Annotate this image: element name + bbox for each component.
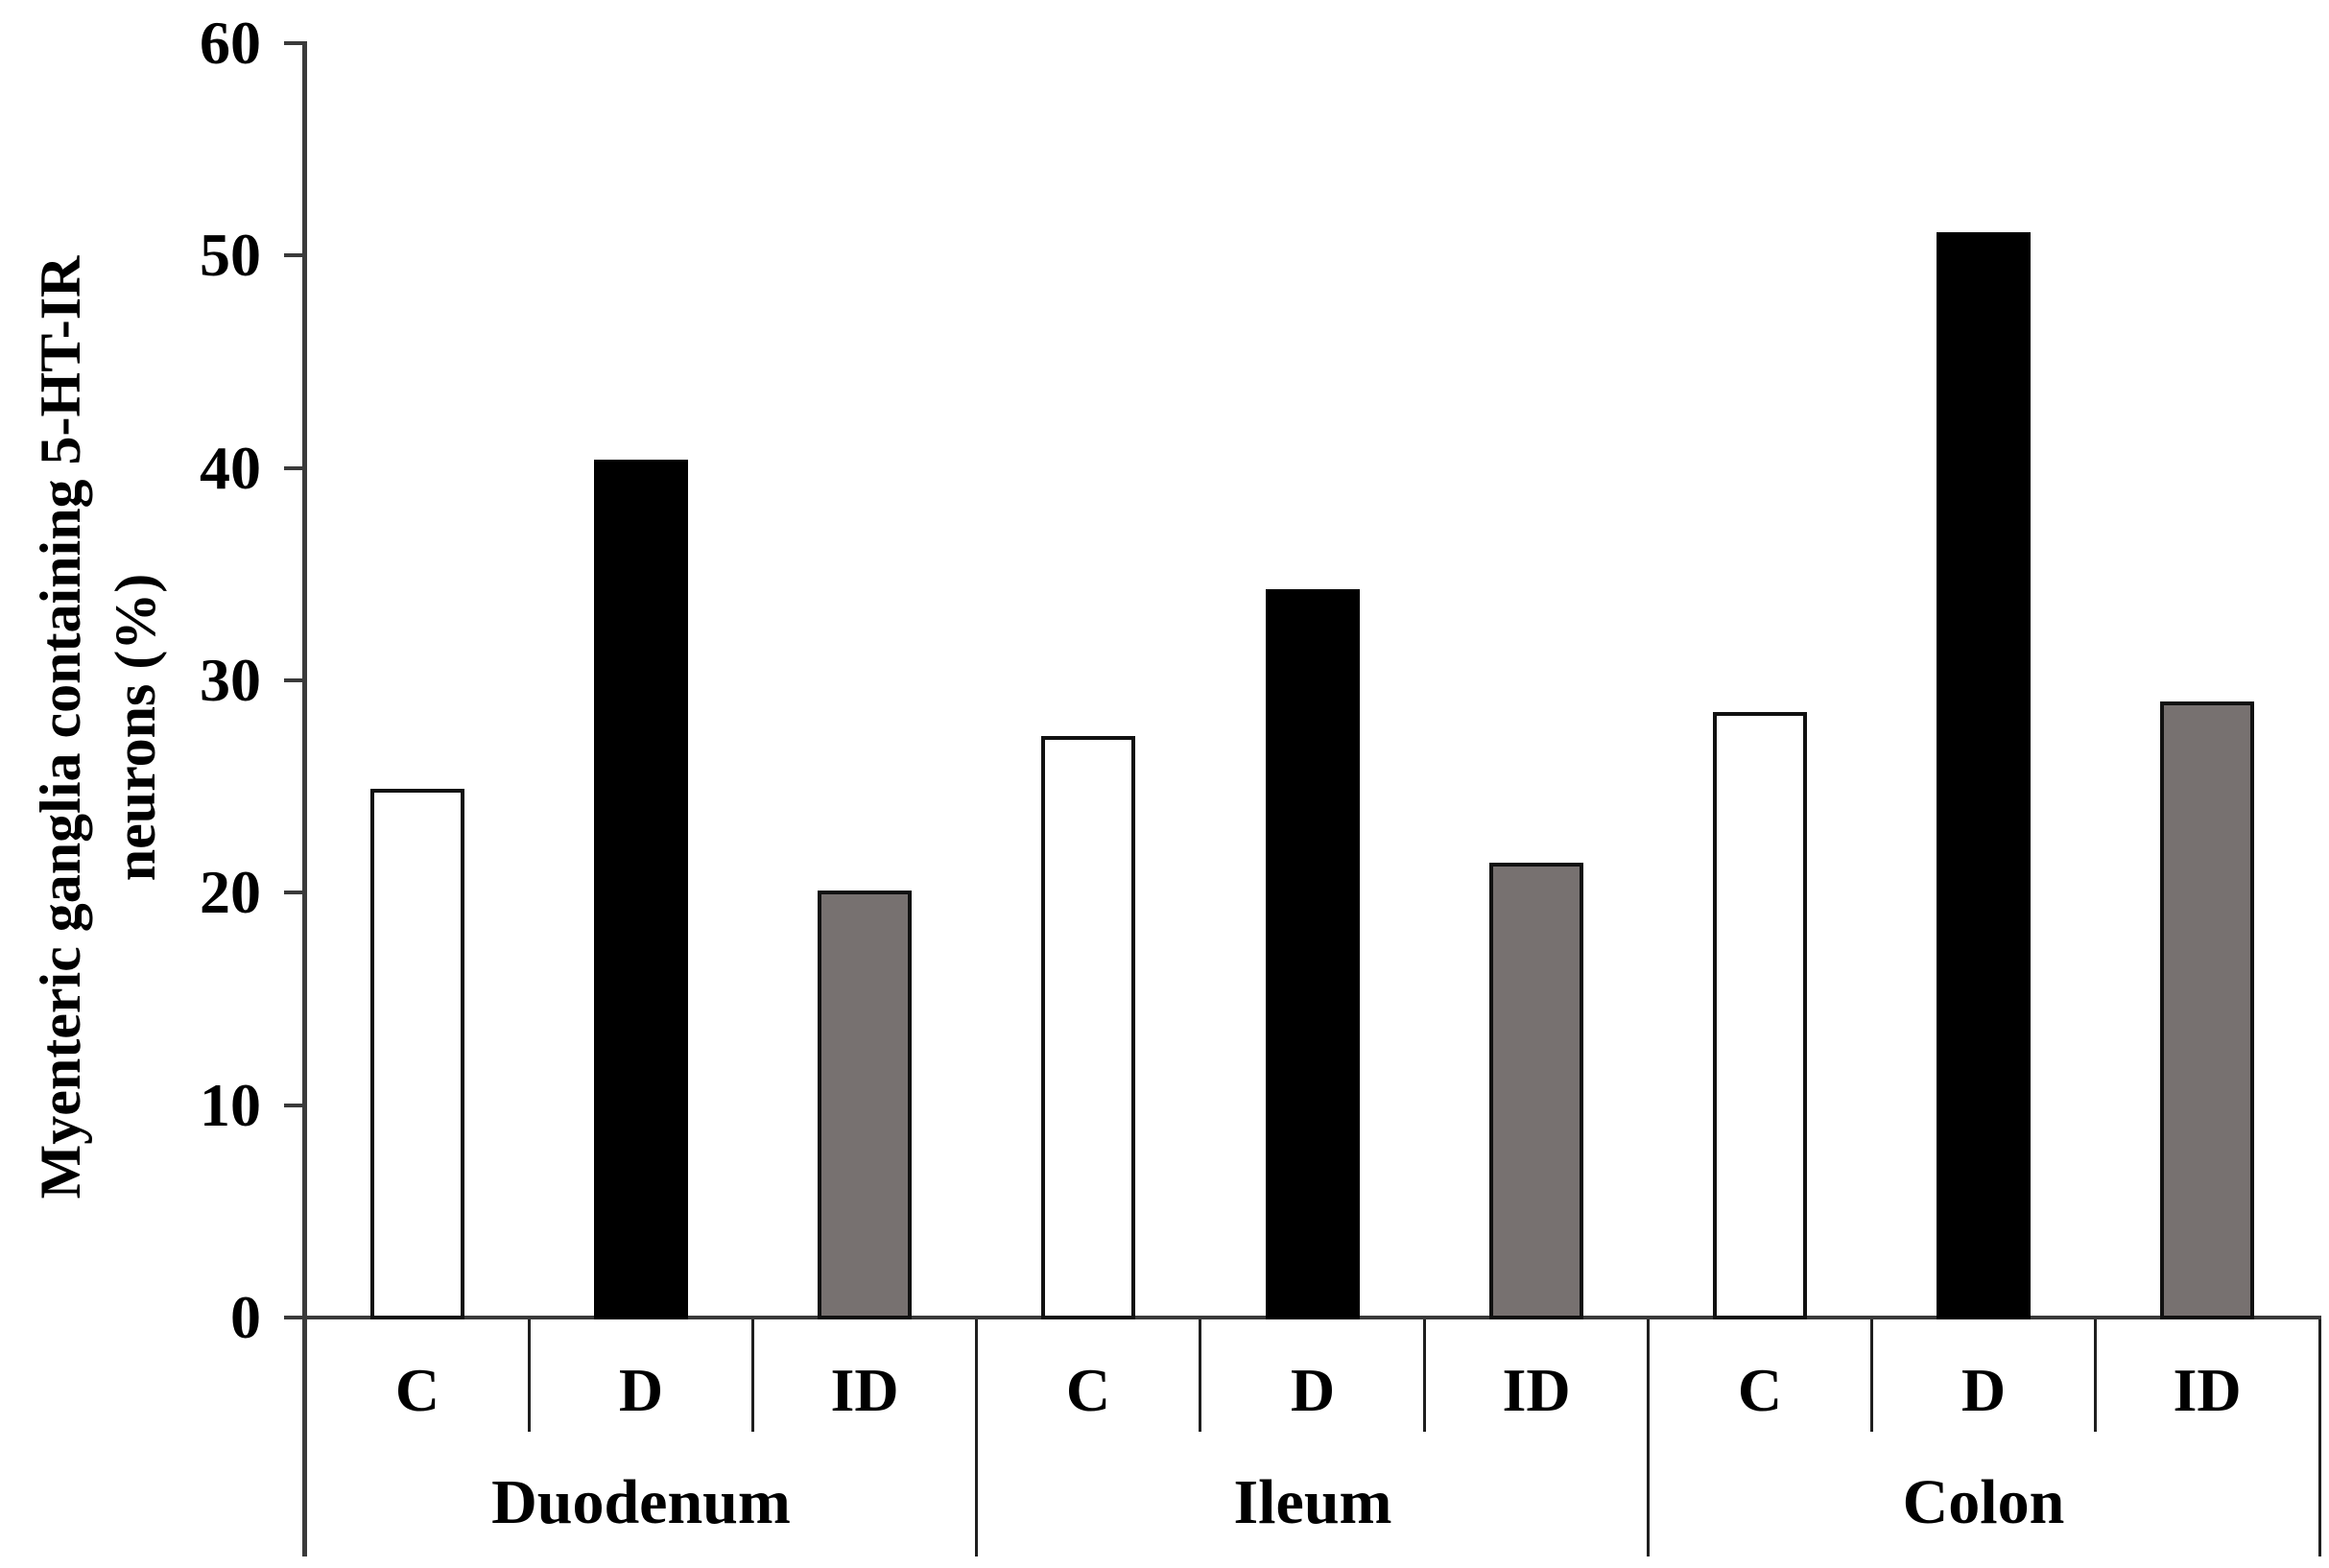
category-divider [1199,1319,1201,1432]
category-label-ileum-d: D [1290,1356,1336,1424]
y-axis-tick [284,678,305,682]
category-label-colon-d: D [1961,1356,2007,1424]
group-label-duodenum: Duodenum [491,1467,791,1537]
bar-ileum-id [1489,863,1583,1319]
category-label-colon-c: C [1737,1356,1783,1424]
bar-colon-c [1713,712,1807,1319]
bar-colon-d [1937,232,2031,1319]
bar-ileum-c [1041,736,1135,1319]
category-divider [1870,1319,1873,1432]
y-tick-label: 10 [200,1070,261,1139]
category-divider [528,1319,531,1432]
y-axis-line [302,41,307,1556]
category-label-duodenum-c: C [394,1356,440,1424]
y-tick-label: 40 [200,433,261,502]
y-axis-tick [284,891,305,895]
category-label-ileum-c: C [1065,1356,1111,1424]
y-axis-tick [284,465,305,470]
y-tick-label: 50 [200,221,261,290]
y-axis-tick [284,253,305,258]
group-divider [975,1319,978,1556]
category-divider [751,1319,754,1432]
y-tick-label: 60 [200,9,261,77]
category-divider [2094,1319,2097,1432]
group-label-colon: Colon [1902,1467,2065,1537]
y-axis-tick [284,41,305,45]
group-divider [1647,1319,1650,1556]
category-label-ileum-id: ID [1502,1356,1571,1424]
category-label-colon-id: ID [2173,1356,2242,1424]
category-divider [1423,1319,1426,1432]
group-label-ileum: Ileum [1233,1467,1392,1537]
bar-duodenum-id [818,891,912,1319]
bar-duodenum-c [370,789,464,1319]
bar-colon-id [2160,701,2254,1319]
y-axis-title-line2: neurons (%) [104,573,167,882]
y-axis-tick [284,1103,305,1107]
y-axis-title: Myenteric ganglia containing 5-HT-IR neu… [23,256,173,1200]
bar-duodenum-d [594,460,688,1319]
category-label-duodenum-d: D [618,1356,664,1424]
y-tick-label: 0 [230,1283,261,1351]
y-tick-label: 20 [200,858,261,927]
y-tick-label: 30 [200,646,261,714]
y-axis-tick [284,1316,305,1319]
category-label-duodenum-id: ID [830,1356,899,1424]
group-divider [2318,1319,2321,1556]
y-axis-title-line1: Myenteric ganglia containing 5-HT-IR [29,255,92,1200]
bar-ileum-d [1266,589,1360,1319]
